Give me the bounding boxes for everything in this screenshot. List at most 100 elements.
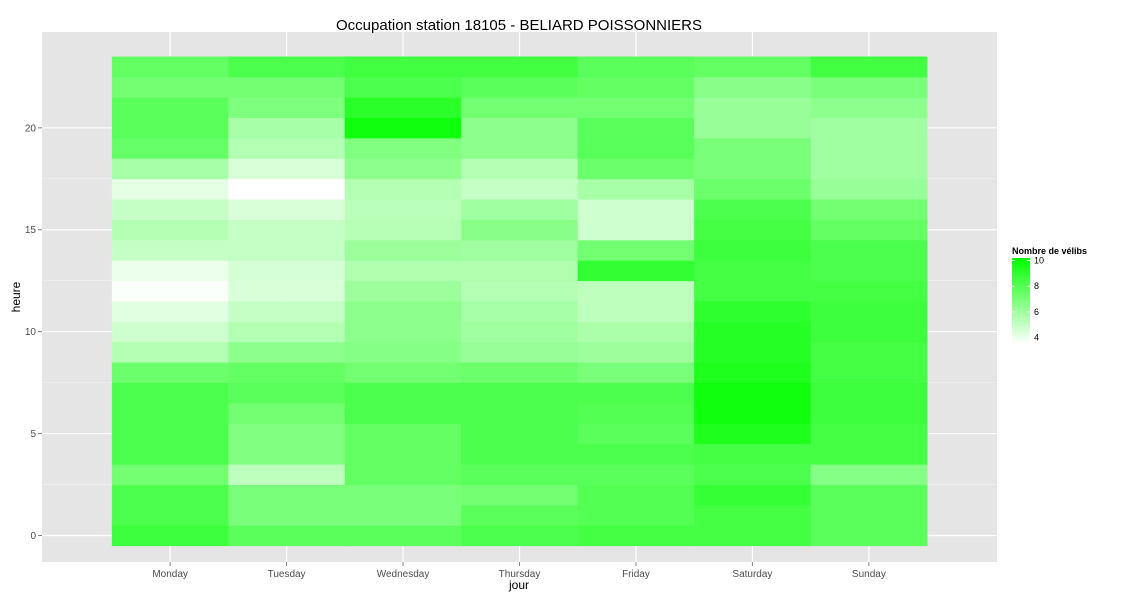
heatmap-tile [810, 301, 928, 322]
heatmap-tile [344, 219, 462, 241]
heatmap-tile [111, 76, 229, 98]
heatmap-tile [694, 464, 812, 485]
heatmap-tile [577, 76, 695, 98]
heatmap-tile [228, 219, 346, 241]
heatmap-tile [694, 484, 812, 506]
x-tick-label: Monday [152, 569, 188, 580]
y-axis-title: heure [9, 281, 23, 312]
heatmap-tile [461, 199, 579, 220]
heatmap-tile [577, 56, 695, 78]
heatmap-tile [461, 219, 579, 241]
heatmap-tile [111, 239, 229, 261]
x-tick-label: Wednesday [377, 569, 430, 580]
heatmap-tile [577, 178, 695, 200]
heatmap-tile [461, 443, 579, 465]
heatmap-tile [810, 403, 928, 424]
heatmap-tile [344, 301, 462, 322]
heatmap-tile [577, 138, 695, 159]
heatmap-tile [810, 138, 928, 159]
heatmap-tile [228, 158, 346, 180]
heatmap-tile [577, 199, 695, 220]
heatmap-tile [810, 464, 928, 485]
heatmap-tile [111, 321, 229, 343]
heatmap-tile [810, 382, 928, 404]
heatmap-tile [694, 76, 812, 98]
heatmap-tile [344, 362, 462, 384]
heatmap-tile [810, 219, 928, 241]
heatmap-tile [461, 321, 579, 343]
heatmap-tile [461, 239, 579, 261]
heatmap-tile [694, 341, 812, 363]
heatmap-tile [810, 117, 928, 139]
heatmap-tile [577, 464, 695, 485]
legend-ticks: 4 6 8 10 [1012, 256, 1044, 343]
heatmap-tile [111, 280, 229, 302]
heatmap-tile [111, 484, 229, 506]
heatmap-tile [694, 97, 812, 119]
heatmap-tile [228, 199, 346, 220]
heatmap-tile [344, 117, 462, 139]
heatmap-tile [344, 76, 462, 98]
heatmap-tile [344, 525, 462, 547]
heatmap-tile [810, 484, 928, 506]
heatmap-tile [577, 382, 695, 404]
heatmap-tile [694, 321, 812, 343]
heatmap-tile [111, 464, 229, 485]
heatmap-tile [111, 403, 229, 424]
heatmap-tile [694, 280, 812, 302]
heatmap-tile [694, 362, 812, 384]
x-axis-title: jour [508, 578, 529, 592]
heatmap-tile [228, 443, 346, 465]
heatmap-tile [111, 362, 229, 384]
heatmap-tile [461, 464, 579, 485]
legend-tick-label: 4 [1034, 333, 1039, 343]
heatmap-tile [344, 443, 462, 465]
heatmap-tile [577, 158, 695, 180]
x-tick-label: Friday [622, 569, 650, 580]
heatmap-tile [694, 443, 812, 465]
legend-colorbar [1012, 258, 1030, 344]
heatmap-tile [228, 301, 346, 322]
heatmap-tile [810, 321, 928, 343]
heatmap-tile [810, 341, 928, 363]
heatmap-tile [577, 301, 695, 322]
heatmap-tile [228, 403, 346, 424]
heatmap-tile [228, 382, 346, 404]
legend: Nombre de vélibs 4 6 8 10 [1012, 246, 1087, 344]
heatmap-tile [461, 158, 579, 180]
heatmap-tile [461, 403, 579, 424]
heatmap-tile [461, 382, 579, 404]
heatmap-tile [344, 403, 462, 424]
heatmap-tile [228, 321, 346, 343]
heatmap-tile [111, 178, 229, 200]
heatmap-tile [344, 382, 462, 404]
heatmap-tile [111, 97, 229, 119]
heatmap-tile [694, 504, 812, 526]
heatmap-tile [228, 138, 346, 159]
y-tick-label: 20 [25, 123, 37, 134]
heatmap-tile [111, 199, 229, 220]
heatmap-tile [694, 525, 812, 547]
heatmap-tile [344, 138, 462, 159]
heatmap-tile [577, 239, 695, 261]
heatmap-tile [461, 117, 579, 139]
heatmap-tile [344, 341, 462, 363]
heatmap-tile [694, 178, 812, 200]
heatmap-tile [228, 484, 346, 506]
heatmap-tile [694, 239, 812, 261]
chart-title: Occupation station 18105 - BELIARD POISS… [336, 17, 702, 34]
heatmap-tile [810, 423, 928, 445]
heatmap-tile [344, 280, 462, 302]
heatmap-tile [111, 158, 229, 180]
heatmap-tile [577, 403, 695, 424]
heatmap-tile [694, 423, 812, 445]
heatmap-tile [461, 97, 579, 119]
heatmap-tile [111, 341, 229, 363]
y-tick-label: 15 [25, 225, 37, 236]
heatmap-tile [344, 178, 462, 200]
heatmap-tile [694, 199, 812, 220]
x-tick-label: Thursday [499, 569, 541, 580]
legend-tick-label: 8 [1034, 281, 1039, 291]
heatmap-tile [111, 443, 229, 465]
axis-layer: Monday Tuesday Wednesday Thursday Friday Satu… [25, 123, 886, 580]
